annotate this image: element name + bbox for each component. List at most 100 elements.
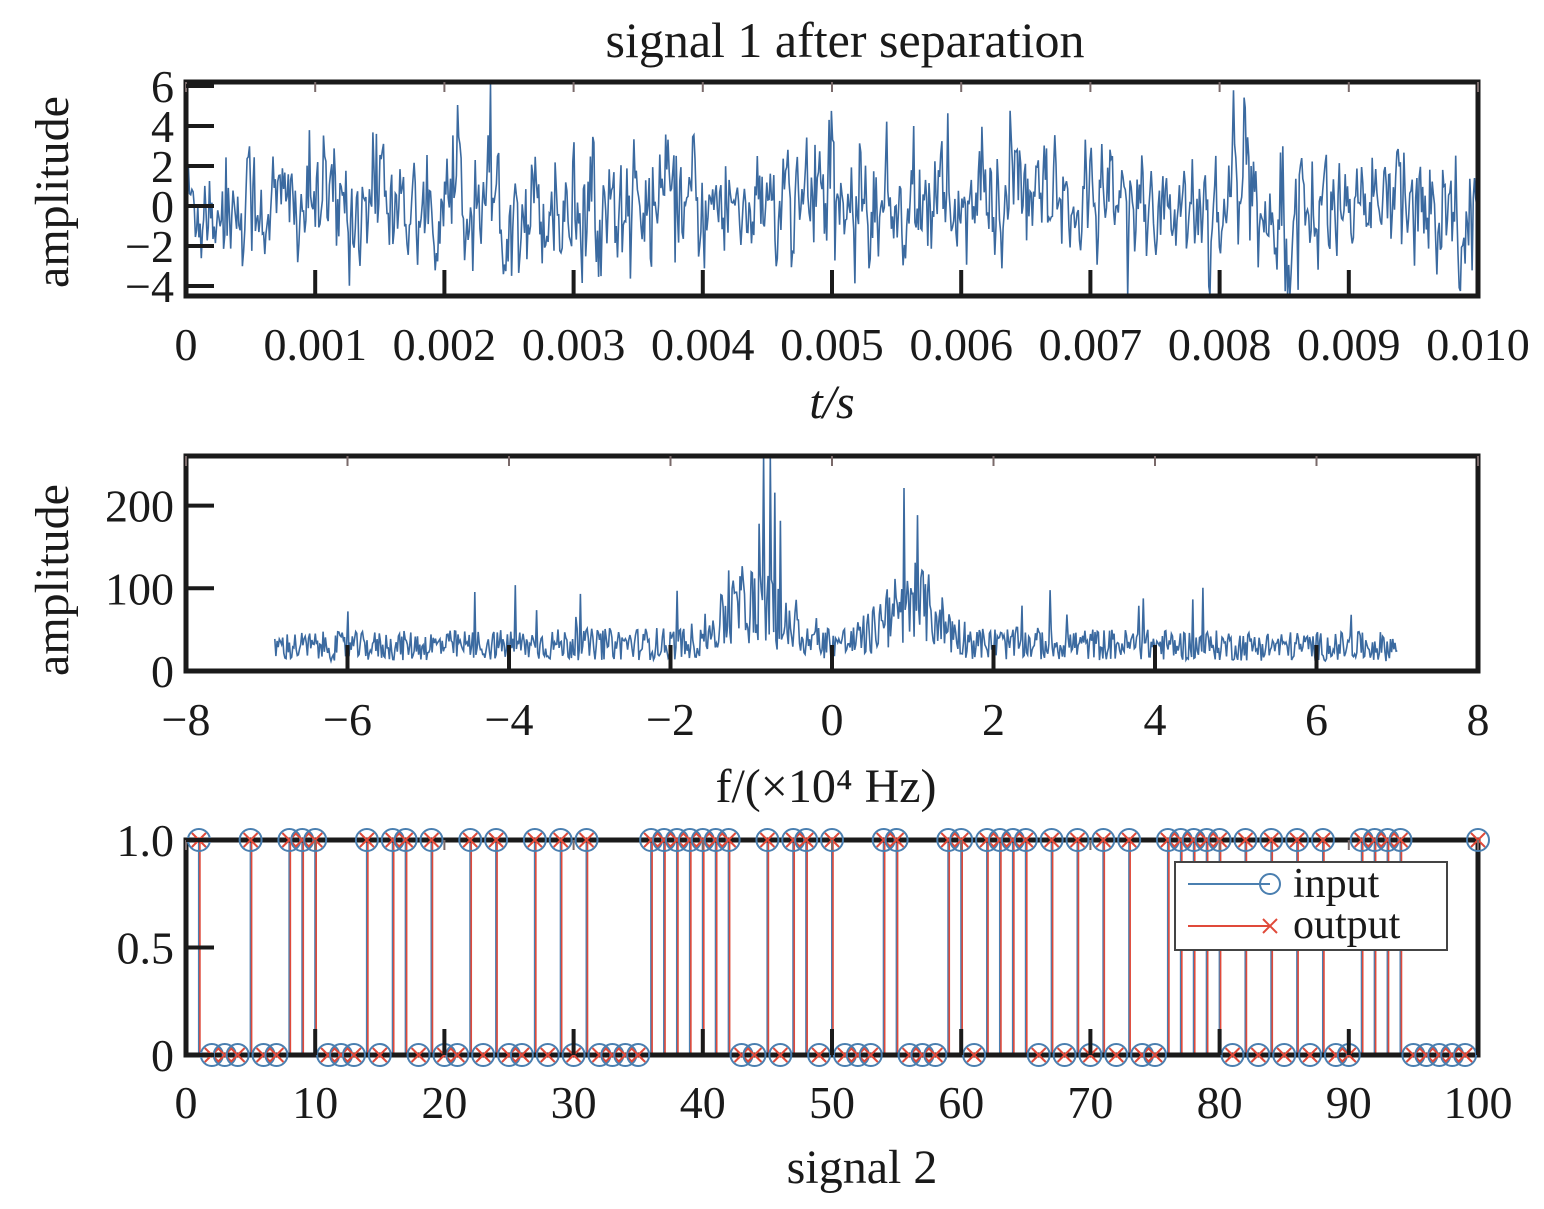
output-marker: [914, 1047, 931, 1063]
output-marker: [992, 832, 1008, 848]
output-marker: [811, 1047, 827, 1063]
legend-box: [1174, 861, 1448, 951]
input-marker: [497, 1043, 521, 1067]
input-marker: [1194, 828, 1219, 852]
input-marker: [1246, 1043, 1271, 1067]
output-marker: [346, 1047, 362, 1063]
x-tick-label: 10: [292, 1077, 338, 1128]
x-tick-label: 100: [1444, 1077, 1513, 1128]
output-marker: [1069, 832, 1086, 848]
output-marker: [591, 1047, 608, 1063]
output-marker: [488, 832, 504, 848]
input-marker: [1298, 1043, 1323, 1067]
output-marker: [1263, 832, 1279, 848]
input-marker: [380, 828, 405, 852]
output-marker: [1431, 1047, 1447, 1063]
output-marker: [372, 1047, 388, 1063]
output-marker: [1134, 1047, 1150, 1063]
output-marker: [720, 832, 737, 848]
input-marker: [419, 828, 444, 852]
legend-input-marker: [1259, 873, 1281, 895]
input-marker: [742, 1043, 767, 1067]
x-tick-label: 70: [1067, 1077, 1113, 1128]
output-marker: [359, 832, 375, 848]
output-marker: [966, 1047, 982, 1063]
output-marker: [837, 1047, 853, 1063]
output-marker: [385, 832, 401, 848]
output-marker: [1405, 1047, 1422, 1063]
output-marker: [901, 1047, 918, 1063]
input-marker: [639, 828, 664, 852]
x-tick-label: 8: [1467, 694, 1490, 745]
input-marker: [406, 1043, 431, 1067]
x-tick-label: 60: [938, 1077, 984, 1128]
chart1-xlabel: t/s: [809, 376, 854, 429]
output-marker: [1198, 832, 1215, 848]
y-tick-label: 2: [151, 141, 174, 192]
y-tick-label: −2: [125, 221, 174, 272]
input-marker: [690, 828, 715, 852]
output-marker: [242, 832, 259, 848]
input-marker: [677, 828, 702, 852]
y-tick-label: 4: [151, 101, 174, 152]
input-marker: [341, 1043, 366, 1067]
output-marker: [514, 1047, 530, 1063]
input-marker: [871, 828, 896, 852]
input-marker: [1104, 1043, 1129, 1067]
chart2-xlabel: f/(×10⁴ Hz): [715, 760, 936, 813]
x-tick-label: −2: [646, 694, 695, 745]
input-marker: [664, 828, 689, 852]
chart1-ylabel: amplitude: [26, 96, 79, 288]
input-marker: [716, 828, 741, 852]
output-marker: [1392, 832, 1409, 848]
x-tick-label: 0.001: [263, 319, 367, 370]
x-tick-label: 2: [982, 694, 1005, 745]
output-marker: [1173, 832, 1189, 848]
output-marker: [1379, 832, 1396, 848]
output-marker: [410, 1047, 427, 1063]
output-marker: [888, 832, 905, 848]
output-marker: [1250, 1047, 1267, 1063]
input-marker: [329, 1043, 354, 1067]
input-marker: [703, 828, 728, 852]
output-marker: [708, 832, 724, 848]
output-marker: [294, 832, 310, 848]
x-tick-label: 50: [809, 1077, 855, 1128]
input-marker: [458, 828, 483, 852]
output-marker: [1289, 832, 1305, 848]
input-marker: [884, 828, 909, 852]
input-marker: [1130, 1043, 1155, 1067]
input-marker: [1388, 828, 1413, 852]
output-marker: [1224, 1047, 1241, 1063]
input-marker: [522, 828, 547, 852]
output-marker: [268, 1047, 285, 1063]
y-tick-label: 1.0: [117, 815, 175, 866]
input-marker: [290, 828, 315, 852]
chart1-title: signal 1 after separation: [606, 12, 1085, 68]
input-marker: [509, 1043, 534, 1067]
output-marker: [1302, 1047, 1318, 1063]
output-marker: [540, 1047, 556, 1063]
output-marker: [617, 1047, 633, 1063]
output-marker: [927, 1047, 944, 1063]
x-tick-label: 0.003: [522, 319, 626, 370]
input-marker: [1427, 1043, 1452, 1067]
x-tick-label: −8: [162, 694, 211, 745]
output-marker: [1005, 832, 1021, 848]
x-tick-label: 80: [1197, 1077, 1243, 1128]
input-marker: [1440, 1043, 1465, 1067]
output-marker: [501, 1047, 517, 1063]
chart2-plot: −8 −6 −4 −2 0 2 4 6 8 200 100 0: [105, 453, 1490, 745]
input-marker: [652, 828, 677, 852]
output-marker: [875, 832, 892, 848]
input-marker: [1168, 828, 1193, 852]
x-tick-label: 0.006: [909, 319, 1013, 370]
x-tick-label: 0.009: [1297, 319, 1401, 370]
input-marker: [471, 1043, 496, 1067]
output-marker: [1018, 832, 1034, 848]
x-tick-label: −4: [485, 694, 534, 745]
input-marker: [484, 828, 509, 852]
input-marker: [1026, 1043, 1051, 1067]
input-marker: [781, 828, 806, 852]
